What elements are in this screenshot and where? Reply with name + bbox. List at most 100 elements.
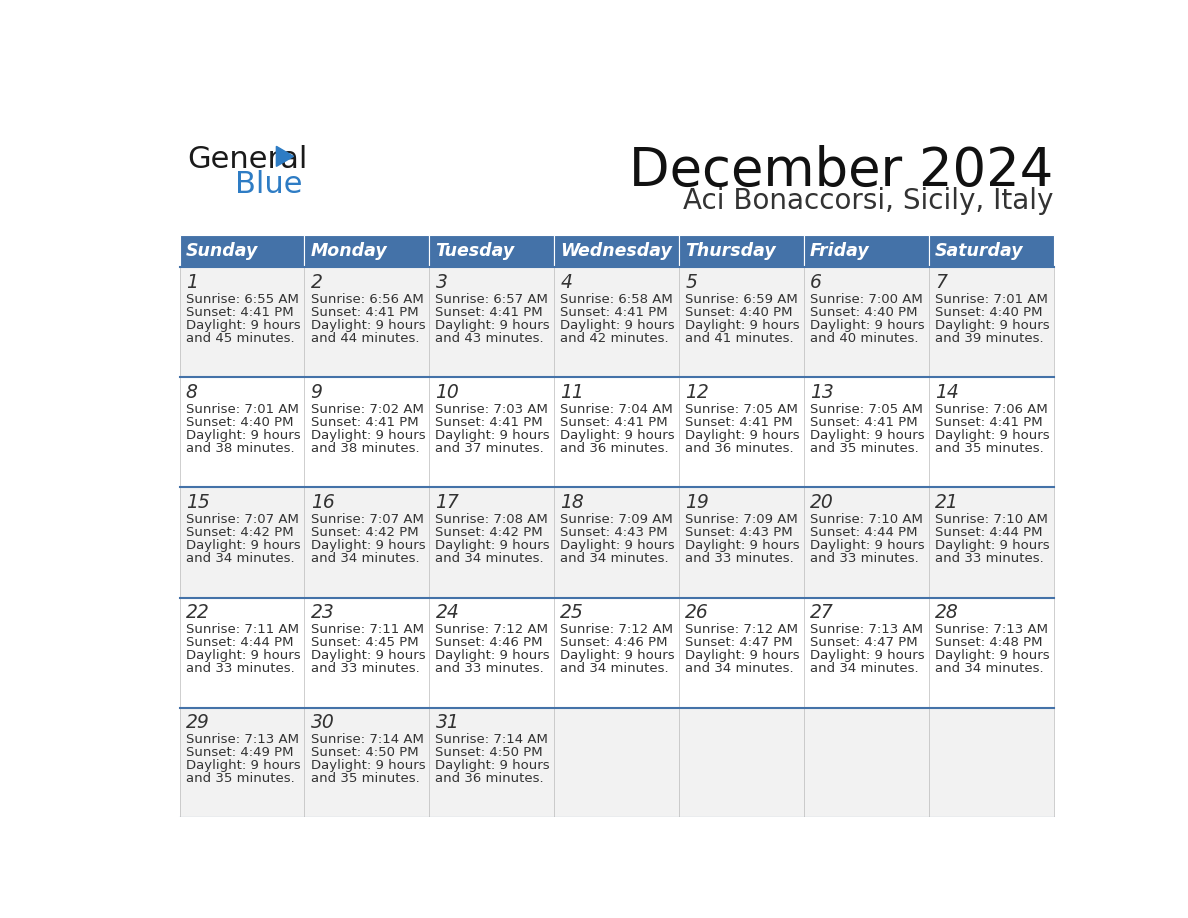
Bar: [554, 598, 680, 708]
Text: Daylight: 9 hours: Daylight: 9 hours: [436, 539, 550, 552]
Text: Sunrise: 7:12 AM: Sunrise: 7:12 AM: [436, 623, 549, 636]
Text: Sunrise: 7:09 AM: Sunrise: 7:09 AM: [685, 513, 798, 526]
Text: Sunset: 4:47 PM: Sunset: 4:47 PM: [810, 636, 918, 649]
Bar: [680, 598, 804, 708]
Bar: [179, 267, 304, 377]
Bar: [304, 598, 429, 708]
Bar: [179, 598, 304, 708]
Bar: [929, 377, 1054, 487]
Text: Sunset: 4:41 PM: Sunset: 4:41 PM: [185, 306, 293, 319]
Text: Thursday: Thursday: [685, 242, 776, 260]
Text: 8: 8: [185, 383, 197, 402]
Text: Sunrise: 7:05 AM: Sunrise: 7:05 AM: [685, 403, 798, 416]
Text: Saturday: Saturday: [935, 242, 1024, 260]
Text: General: General: [188, 145, 308, 174]
Bar: [554, 487, 680, 598]
Text: 6: 6: [810, 273, 822, 292]
Text: Sunrise: 7:13 AM: Sunrise: 7:13 AM: [185, 733, 298, 746]
Text: Daylight: 9 hours: Daylight: 9 hours: [685, 649, 800, 662]
Bar: [179, 487, 304, 598]
Text: Sunset: 4:46 PM: Sunset: 4:46 PM: [561, 636, 668, 649]
Text: 30: 30: [310, 713, 334, 732]
Bar: [929, 708, 1054, 818]
Text: Sunrise: 7:02 AM: Sunrise: 7:02 AM: [310, 403, 423, 416]
Text: Daylight: 9 hours: Daylight: 9 hours: [436, 759, 550, 772]
Text: 26: 26: [685, 603, 709, 622]
Text: Daylight: 9 hours: Daylight: 9 hours: [436, 429, 550, 442]
Bar: [429, 377, 554, 487]
Bar: [554, 267, 680, 377]
Text: Sunset: 4:47 PM: Sunset: 4:47 PM: [685, 636, 792, 649]
Text: Sunset: 4:40 PM: Sunset: 4:40 PM: [685, 306, 792, 319]
Text: Daylight: 9 hours: Daylight: 9 hours: [935, 649, 1050, 662]
Text: 5: 5: [685, 273, 697, 292]
Text: and 38 minutes.: and 38 minutes.: [185, 442, 295, 455]
Text: and 34 minutes.: and 34 minutes.: [310, 552, 419, 565]
Text: and 35 minutes.: and 35 minutes.: [935, 442, 1044, 455]
Text: Sunday: Sunday: [185, 242, 258, 260]
Text: 9: 9: [310, 383, 322, 402]
Text: and 35 minutes.: and 35 minutes.: [310, 772, 419, 786]
Text: Friday: Friday: [810, 242, 870, 260]
Text: Sunrise: 6:55 AM: Sunrise: 6:55 AM: [185, 293, 298, 306]
Bar: [429, 708, 554, 818]
Bar: [429, 598, 554, 708]
Bar: [304, 235, 429, 267]
Bar: [804, 487, 929, 598]
Bar: [554, 708, 680, 818]
Text: 16: 16: [310, 493, 334, 512]
Text: Sunrise: 7:00 AM: Sunrise: 7:00 AM: [810, 293, 923, 306]
Bar: [304, 267, 429, 377]
Text: and 34 minutes.: and 34 minutes.: [561, 662, 669, 676]
Text: 31: 31: [436, 713, 460, 732]
Text: and 33 minutes.: and 33 minutes.: [685, 552, 794, 565]
Text: Sunset: 4:40 PM: Sunset: 4:40 PM: [185, 416, 293, 429]
Text: Sunset: 4:40 PM: Sunset: 4:40 PM: [810, 306, 917, 319]
Text: and 41 minutes.: and 41 minutes.: [685, 332, 794, 345]
Text: 23: 23: [310, 603, 334, 622]
Text: Sunrise: 7:03 AM: Sunrise: 7:03 AM: [436, 403, 549, 416]
Text: 18: 18: [561, 493, 584, 512]
Bar: [929, 235, 1054, 267]
Text: Daylight: 9 hours: Daylight: 9 hours: [185, 649, 301, 662]
Bar: [929, 267, 1054, 377]
Text: Monday: Monday: [310, 242, 387, 260]
Text: Sunset: 4:44 PM: Sunset: 4:44 PM: [185, 636, 293, 649]
Text: Blue: Blue: [235, 170, 303, 199]
Text: Sunset: 4:43 PM: Sunset: 4:43 PM: [561, 526, 668, 539]
Text: Sunset: 4:43 PM: Sunset: 4:43 PM: [685, 526, 792, 539]
Text: Daylight: 9 hours: Daylight: 9 hours: [310, 649, 425, 662]
Text: Sunset: 4:41 PM: Sunset: 4:41 PM: [436, 416, 543, 429]
Text: Sunset: 4:40 PM: Sunset: 4:40 PM: [935, 306, 1043, 319]
Text: and 34 minutes.: and 34 minutes.: [436, 552, 544, 565]
Text: Sunset: 4:41 PM: Sunset: 4:41 PM: [310, 306, 418, 319]
Text: Daylight: 9 hours: Daylight: 9 hours: [561, 539, 675, 552]
Text: 22: 22: [185, 603, 209, 622]
Text: and 33 minutes.: and 33 minutes.: [310, 662, 419, 676]
Bar: [680, 708, 804, 818]
Bar: [179, 235, 304, 267]
Text: 28: 28: [935, 603, 959, 622]
Text: and 43 minutes.: and 43 minutes.: [436, 332, 544, 345]
Text: 27: 27: [810, 603, 834, 622]
Text: Sunrise: 7:13 AM: Sunrise: 7:13 AM: [810, 623, 923, 636]
Text: Daylight: 9 hours: Daylight: 9 hours: [935, 539, 1050, 552]
Text: Aci Bonaccorsi, Sicily, Italy: Aci Bonaccorsi, Sicily, Italy: [683, 187, 1054, 215]
Text: Sunrise: 7:12 AM: Sunrise: 7:12 AM: [685, 623, 798, 636]
Text: 17: 17: [436, 493, 460, 512]
Text: Sunset: 4:49 PM: Sunset: 4:49 PM: [185, 746, 293, 759]
Text: Sunrise: 7:06 AM: Sunrise: 7:06 AM: [935, 403, 1048, 416]
Text: and 33 minutes.: and 33 minutes.: [436, 662, 544, 676]
Text: Wednesday: Wednesday: [561, 242, 672, 260]
Text: Daylight: 9 hours: Daylight: 9 hours: [310, 759, 425, 772]
Text: Sunset: 4:48 PM: Sunset: 4:48 PM: [935, 636, 1043, 649]
Text: Sunrise: 7:14 AM: Sunrise: 7:14 AM: [436, 733, 549, 746]
Text: Sunrise: 6:58 AM: Sunrise: 6:58 AM: [561, 293, 674, 306]
Text: and 36 minutes.: and 36 minutes.: [561, 442, 669, 455]
Text: Daylight: 9 hours: Daylight: 9 hours: [185, 539, 301, 552]
Text: Daylight: 9 hours: Daylight: 9 hours: [436, 649, 550, 662]
Text: Sunset: 4:41 PM: Sunset: 4:41 PM: [810, 416, 918, 429]
Text: Sunset: 4:41 PM: Sunset: 4:41 PM: [685, 416, 792, 429]
Bar: [680, 235, 804, 267]
Bar: [429, 487, 554, 598]
